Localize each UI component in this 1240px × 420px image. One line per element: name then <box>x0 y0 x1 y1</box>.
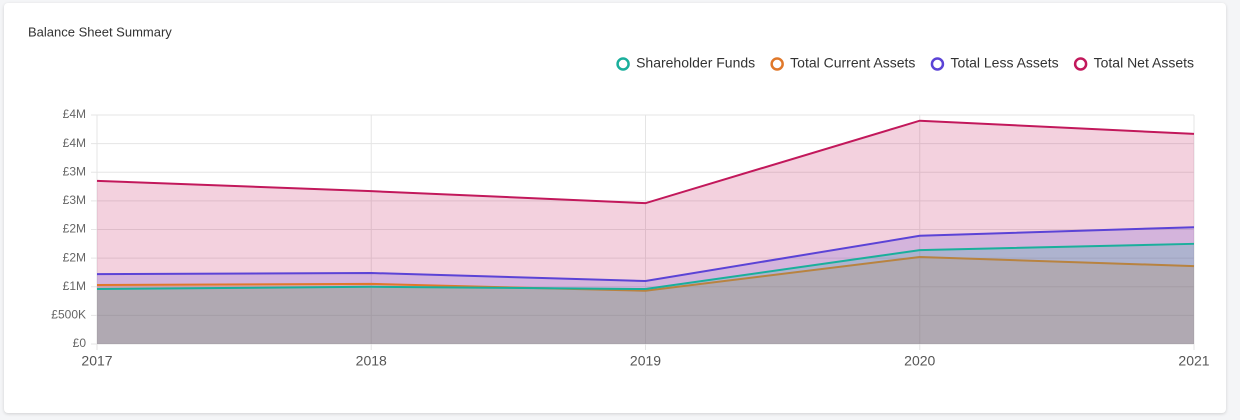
x-tick-label: 2017 <box>81 353 112 369</box>
line <box>96 255 1195 292</box>
card <box>4 3 1226 413</box>
y-tick-label: £1M <box>63 279 86 293</box>
x-tick-label: 2021 <box>1178 353 1209 369</box>
line <box>96 119 1195 205</box>
y-tick-label: £2M <box>63 250 86 264</box>
x-tick-label: 2019 <box>630 353 661 369</box>
x-tick-label: 2020 <box>904 353 935 369</box>
y-tick-label: £4M <box>63 107 86 121</box>
x-tick-label: 2018 <box>356 353 387 369</box>
line <box>96 242 1195 291</box>
legend-label: Total Less Assets <box>950 55 1058 71</box>
legend-item[interactable]: Total Less Assets <box>930 55 1059 71</box>
legend-label: Total Net Assets <box>1094 55 1194 71</box>
legend-item[interactable]: Total Net Assets <box>1073 55 1194 71</box>
y-tick-label: £500K <box>51 308 86 322</box>
y-tick-label: £4M <box>63 136 86 150</box>
legend-marker <box>1073 57 1088 71</box>
y-tick-label: £3M <box>63 193 86 207</box>
legend-marker <box>930 57 945 71</box>
y-tick-label: £3M <box>63 164 86 178</box>
legend-label: Total Current Assets <box>790 55 915 71</box>
legend-item[interactable]: Total Current Assets <box>770 55 916 71</box>
line <box>96 226 1195 283</box>
y-tick-label: £2M <box>63 222 86 236</box>
legend-label: Shareholder Funds <box>636 55 755 71</box>
legend-item[interactable]: Shareholder Funds <box>616 55 756 71</box>
legend-marker <box>616 57 630 71</box>
area-fill <box>97 256 1194 344</box>
legend-marker <box>770 57 784 71</box>
y-tick-label: £0 <box>73 336 87 350</box>
chart-title: Balance Sheet Summary <box>28 24 172 39</box>
area-fill <box>97 120 1194 344</box>
area-fill <box>97 243 1194 344</box>
